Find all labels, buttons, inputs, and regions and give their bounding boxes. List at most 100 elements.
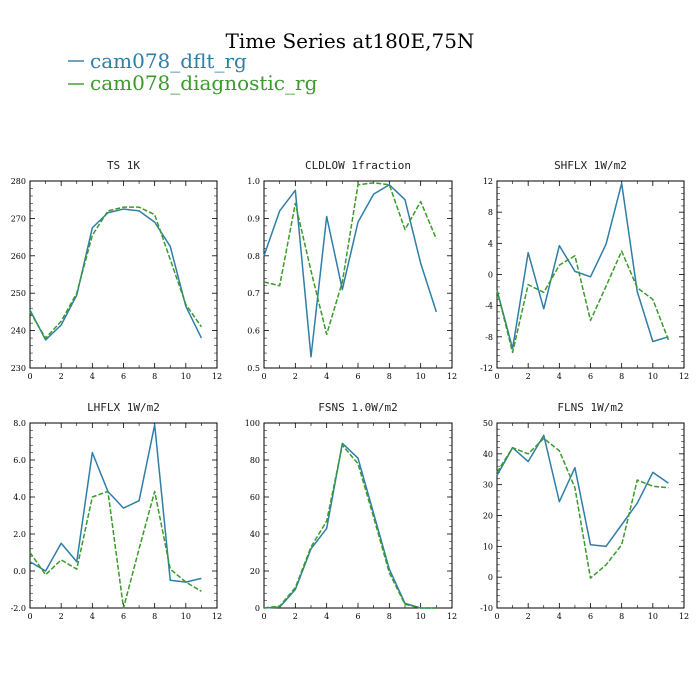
series-line-1-1	[263, 182, 438, 336]
y-tick-label-1-2: 0.7	[247, 289, 260, 298]
panel-4: FSNS 1.0W/m2 0 2 4 6 8 10 12 0 20 40 60 80 100	[245, 401, 457, 621]
y-tick-label-2-3: 0	[488, 271, 493, 280]
y-tick-label-3-1: 0.0	[13, 567, 26, 576]
y-tick-label-2-2: -4	[485, 302, 493, 311]
y-tick-label-2-0: -12	[480, 364, 493, 373]
y-tick-label-1-3: 0.8	[247, 252, 260, 261]
panel-title-0: TS 1K	[107, 159, 140, 172]
x-tick-label-1-1: 2	[293, 372, 298, 381]
x-tick-label-1-5: 10	[416, 372, 426, 381]
panel-title-1: CLDLOW 1fraction	[305, 159, 411, 172]
y-tick-label-5-4: 30	[483, 481, 493, 490]
x-tick-label-1-4: 8	[387, 372, 392, 381]
y-tick-label-1-4: 0.9	[247, 214, 260, 223]
y-tick-label-0-0: 230	[11, 364, 26, 373]
x-tick-label-1-3: 6	[355, 372, 360, 381]
y-tick-label-5-2: 10	[483, 542, 493, 551]
y-tick-label-2-6: 12	[483, 177, 493, 186]
y-tick-label-0-5: 280	[11, 177, 26, 186]
x-tick-label-0-5: 10	[181, 372, 191, 381]
panel-0: TS 1K 0 2 4 6 8 10 12 230 240 250 260 270 280	[11, 159, 222, 381]
y-tick-label-2-5: 8	[488, 208, 493, 217]
x-tick-label-5-4: 8	[619, 612, 624, 621]
y-tick-label-1-5: 1.0	[247, 177, 260, 186]
series-line-0-1	[29, 206, 203, 339]
panel-3: LHFLX 1W/m2 0 2 4 6 8 10 12 -2.0 0.0 2.0 4.0 6.0 8.0	[11, 401, 223, 621]
panel-title-3: LHFLX 1W/m2	[87, 401, 160, 414]
x-tick-label-2-6: 12	[679, 372, 689, 381]
series-line-1-0	[263, 183, 438, 358]
y-tick-label-4-0: 0	[255, 604, 260, 613]
y-tick-label-2-1: -8	[485, 333, 493, 342]
x-tick-label-0-0: 0	[27, 372, 32, 381]
x-tick-label-3-5: 10	[181, 612, 191, 621]
series-line-4-1	[263, 444, 437, 609]
x-tick-label-3-6: 12	[212, 612, 222, 621]
y-tick-label-5-3: 20	[483, 512, 493, 521]
x-tick-label-5-5: 10	[648, 612, 658, 621]
y-tick-label-0-4: 270	[11, 214, 26, 223]
x-tick-label-5-3: 6	[588, 612, 593, 621]
series-line-0-0	[29, 208, 203, 341]
series-line-3-1	[29, 490, 202, 609]
panel-title-2: SHFLX 1W/m2	[554, 159, 627, 172]
x-tick-label-3-3: 6	[121, 612, 126, 621]
x-tick-label-4-4: 8	[387, 612, 392, 621]
panel-2: SHFLX 1W/m2 0 2 4 6 8 10 12 -12 -8 -4 0 4 8 12	[480, 159, 689, 381]
x-tick-label-0-6: 12	[212, 372, 222, 381]
y-tick-label-0-3: 260	[11, 252, 26, 261]
x-tick-label-1-2: 4	[324, 372, 329, 381]
x-tick-label-2-2: 4	[557, 372, 562, 381]
x-tick-label-5-2: 4	[557, 612, 562, 621]
figure-title: Time Series at180E,75N	[226, 29, 475, 53]
x-tick-label-1-0: 0	[261, 372, 266, 381]
x-tick-label-2-4: 8	[619, 372, 624, 381]
panel-title-5: FLNS 1W/m2	[557, 401, 623, 414]
y-tick-label-4-1: 20	[250, 567, 260, 576]
y-tick-label-5-6: 50	[483, 419, 493, 428]
legend-label-diagnostic: cam078_diagnostic_rg	[90, 71, 318, 95]
panel-1: CLDLOW 1fraction 0 2 4 6 8 10 12 0.5 0.6 0.7 0.8 0.9…	[247, 159, 457, 381]
series-line-5-0	[496, 434, 669, 548]
y-tick-label-4-5: 100	[245, 419, 260, 428]
y-tick-label-4-3: 60	[250, 493, 260, 502]
y-tick-label-0-1: 240	[11, 327, 26, 336]
series-line-3-0	[29, 424, 202, 583]
y-tick-label-2-4: 4	[488, 239, 493, 248]
x-tick-label-4-3: 6	[355, 612, 360, 621]
y-tick-label-3-3: 4.0	[13, 493, 26, 502]
x-tick-label-0-1: 2	[59, 372, 64, 381]
x-tick-label-5-6: 12	[679, 612, 689, 621]
x-tick-label-2-0: 0	[494, 372, 499, 381]
x-tick-label-2-1: 2	[526, 372, 531, 381]
y-tick-label-4-4: 80	[250, 456, 260, 465]
x-tick-label-2-3: 6	[588, 372, 593, 381]
y-tick-label-3-0: -2.0	[11, 604, 26, 613]
x-tick-label-0-3: 6	[121, 372, 126, 381]
series-line-5-1	[496, 437, 669, 579]
x-tick-label-4-6: 12	[447, 612, 457, 621]
x-tick-label-4-0: 0	[261, 612, 266, 621]
y-tick-label-1-1: 0.6	[247, 327, 260, 336]
x-tick-label-5-0: 0	[494, 612, 499, 621]
x-tick-label-3-0: 0	[27, 612, 32, 621]
legend-label-dflt: cam078_dflt_rg	[90, 49, 247, 73]
x-tick-label-0-4: 8	[152, 372, 157, 381]
panel-title-4: FSNS 1.0W/m2	[318, 401, 397, 414]
y-tick-label-4-2: 40	[250, 530, 260, 539]
legend: cam078_dflt_rg cam078_diagnostic_rg	[68, 49, 318, 95]
y-tick-label-0-2: 250	[11, 289, 26, 298]
y-tick-label-5-1: 0	[488, 573, 493, 582]
y-tick-label-3-4: 6.0	[13, 456, 26, 465]
x-tick-label-4-2: 4	[324, 612, 329, 621]
y-tick-label-1-0: 0.5	[247, 364, 260, 373]
x-tick-label-4-5: 10	[416, 612, 426, 621]
series-line-2-0	[496, 182, 669, 350]
x-tick-label-4-1: 2	[293, 612, 298, 621]
x-tick-label-3-4: 8	[152, 612, 157, 621]
x-tick-label-2-5: 10	[648, 372, 658, 381]
